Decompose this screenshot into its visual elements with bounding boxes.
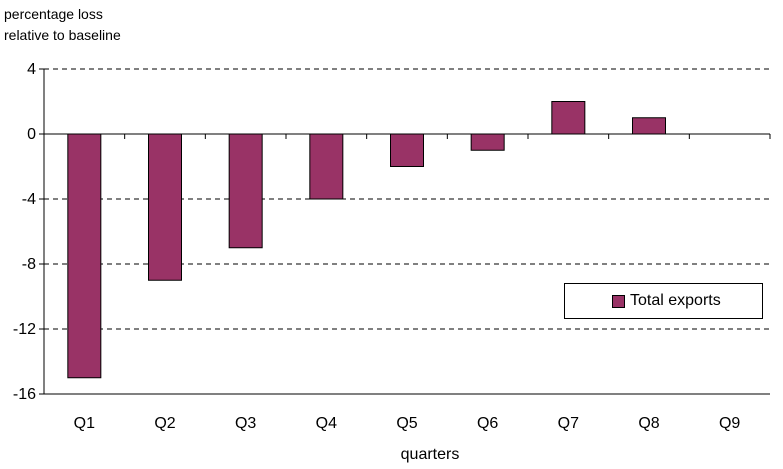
y-tick-label: -12 — [13, 321, 36, 338]
bar-q4 — [309, 133, 344, 200]
x-axis-title: quarters — [400, 446, 460, 463]
legend: Total exports — [564, 283, 763, 319]
x-tick-label: Q5 — [396, 415, 417, 432]
x-tick-label: Q2 — [154, 415, 175, 432]
y-tick-label: 0 — [27, 126, 36, 143]
bar-q7 — [551, 101, 586, 135]
x-tick-label: Q7 — [558, 415, 579, 432]
y-tick-label: -16 — [13, 386, 36, 403]
y-axis-title-line-1: percentage loss — [4, 6, 103, 22]
bar-q6 — [470, 133, 505, 151]
y-tick-label: -4 — [22, 191, 36, 208]
y-axis-title-line-2: relative to baseline — [4, 27, 121, 43]
y-tick-label: 4 — [27, 61, 36, 78]
x-tick-label: Q9 — [719, 415, 740, 432]
legend-label: Total exports — [630, 292, 721, 309]
bar-q3 — [228, 133, 263, 249]
legend-swatch — [612, 294, 625, 308]
x-tick-label: Q4 — [316, 415, 337, 432]
bar-q5 — [390, 133, 424, 167]
y-tick-label: -8 — [22, 256, 36, 273]
x-tick-label: Q6 — [477, 415, 498, 432]
bar-q8 — [632, 117, 666, 135]
x-tick-label: Q8 — [638, 415, 659, 432]
bar-q2 — [148, 133, 182, 281]
bar-q1 — [67, 133, 102, 379]
x-tick-label: Q1 — [74, 415, 95, 432]
x-tick-label: Q3 — [235, 415, 256, 432]
